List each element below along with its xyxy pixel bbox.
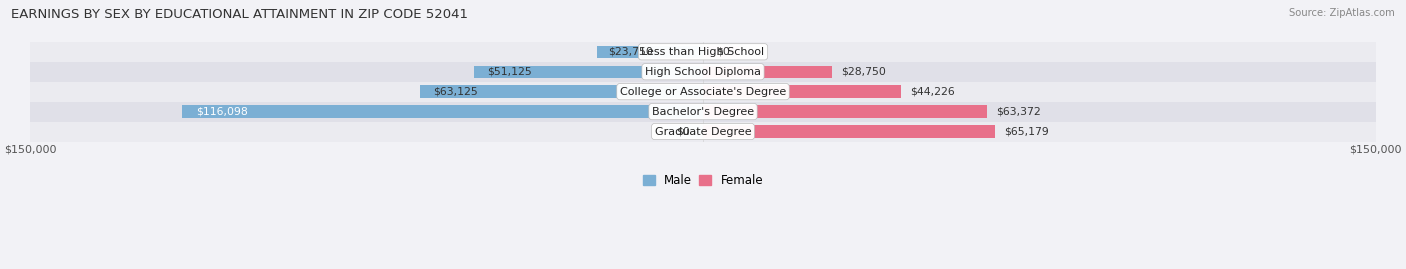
Bar [31,82,1375,102]
Bar [703,46,740,58]
Text: College or Associate's Degree: College or Associate's Degree [620,87,786,97]
Legend: Male, Female: Male, Female [643,174,763,187]
Bar [703,66,832,78]
Text: $65,179: $65,179 [1004,126,1049,137]
Text: $0: $0 [676,126,689,137]
Text: EARNINGS BY SEX BY EDUCATIONAL ATTAINMENT IN ZIP CODE 52041: EARNINGS BY SEX BY EDUCATIONAL ATTAINMEN… [11,8,468,21]
Bar [183,105,703,118]
Bar [596,46,703,58]
Text: Less than High School: Less than High School [641,47,765,57]
Text: High School Diploma: High School Diploma [645,67,761,77]
Text: $63,125: $63,125 [433,87,478,97]
Bar [31,102,1375,122]
Text: Bachelor's Degree: Bachelor's Degree [652,107,754,116]
Bar [31,62,1375,82]
Bar [666,125,703,138]
Text: $23,750: $23,750 [607,47,652,57]
Text: $116,098: $116,098 [195,107,247,116]
Text: $44,226: $44,226 [910,87,955,97]
Text: $28,750: $28,750 [841,67,886,77]
Bar [31,42,1375,62]
Bar [420,86,703,98]
Text: Graduate Degree: Graduate Degree [655,126,751,137]
Bar [703,125,995,138]
Bar [31,122,1375,141]
Text: $63,372: $63,372 [995,107,1040,116]
Bar [703,105,987,118]
Text: $0: $0 [717,47,730,57]
Text: Source: ZipAtlas.com: Source: ZipAtlas.com [1289,8,1395,18]
Bar [474,66,703,78]
Bar [703,86,901,98]
Text: $51,125: $51,125 [488,67,531,77]
